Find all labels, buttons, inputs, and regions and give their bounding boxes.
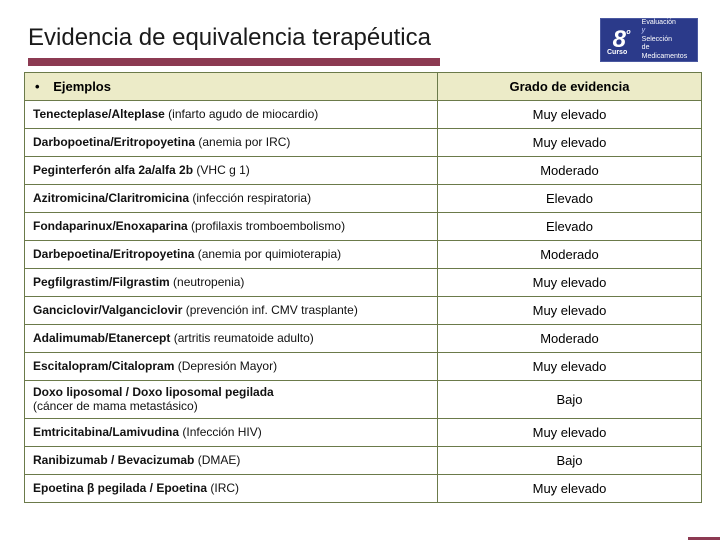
cell-description: Adalimumab/Etanercept (artritis reumatoi… bbox=[25, 325, 438, 353]
slide-title: Evidencia de equivalencia terapéutica bbox=[28, 18, 600, 52]
cell-description: Doxo liposomal / Doxo liposomal pegilada… bbox=[25, 381, 438, 419]
cell-description: Emtricitabina/Lamivudina (Infección HIV) bbox=[25, 418, 438, 446]
title-underline bbox=[28, 58, 440, 66]
cell-description: Darbopoetina/Eritropoyetina (anemia por … bbox=[25, 129, 438, 157]
cell-grade: Muy elevado bbox=[437, 269, 701, 297]
cell-grade: Elevado bbox=[437, 185, 701, 213]
table-body: Tenecteplase/Alteplase (infarto agudo de… bbox=[25, 101, 702, 503]
cell-grade: Moderado bbox=[437, 241, 701, 269]
table-row: Fondaparinux/Enoxaparina (profilaxis tro… bbox=[25, 213, 702, 241]
table-row: Ganciclovir/Valganciclovir (prevención i… bbox=[25, 297, 702, 325]
cell-grade: Muy elevado bbox=[437, 101, 701, 129]
cell-grade: Muy elevado bbox=[437, 129, 701, 157]
cell-grade: Muy elevado bbox=[437, 353, 701, 381]
table-row: Epoetina β pegilada / Epoetina (IRC)Muy … bbox=[25, 474, 702, 502]
cell-grade: Moderado bbox=[437, 325, 701, 353]
cell-grade: Bajo bbox=[437, 446, 701, 474]
cell-description: Fondaparinux/Enoxaparina (profilaxis tro… bbox=[25, 213, 438, 241]
cell-description: Azitromicina/Claritromicina (infección r… bbox=[25, 185, 438, 213]
cell-description: Escitalopram/Citalopram (Depresión Mayor… bbox=[25, 353, 438, 381]
table-row: Escitalopram/Citalopram (Depresión Mayor… bbox=[25, 353, 702, 381]
cell-description: Pegfilgrastim/Filgrastim (neutropenia) bbox=[25, 269, 438, 297]
table-row: Darbopoetina/Eritropoyetina (anemia por … bbox=[25, 129, 702, 157]
evidence-table: • Ejemplos Grado de evidencia Tenectepla… bbox=[24, 72, 702, 503]
content-area: • Ejemplos Grado de evidencia Tenectepla… bbox=[0, 62, 720, 503]
course-badge: 8º Curso Evaluación y Selección de Medic… bbox=[600, 18, 698, 62]
table-row: Azitromicina/Claritromicina (infección r… bbox=[25, 185, 702, 213]
cell-grade: Elevado bbox=[437, 213, 701, 241]
cell-description: Peginterferón alfa 2a/alfa 2b (VHC g 1) bbox=[25, 157, 438, 185]
slide-header: Evidencia de equivalencia terapéutica 8º… bbox=[0, 0, 720, 62]
table-row: Emtricitabina/Lamivudina (Infección HIV)… bbox=[25, 418, 702, 446]
table-header-row: • Ejemplos Grado de evidencia bbox=[25, 73, 702, 101]
table-row: Pegfilgrastim/Filgrastim (neutropenia)Mu… bbox=[25, 269, 702, 297]
table-row: Tenecteplase/Alteplase (infarto agudo de… bbox=[25, 101, 702, 129]
cell-grade: Muy elevado bbox=[437, 474, 701, 502]
cell-description: Epoetina β pegilada / Epoetina (IRC) bbox=[25, 474, 438, 502]
cell-grade: Muy elevado bbox=[437, 418, 701, 446]
cell-description: Tenecteplase/Alteplase (infarto agudo de… bbox=[25, 101, 438, 129]
badge-number: 8º Curso bbox=[603, 26, 640, 54]
col-header-grade: Grado de evidencia bbox=[437, 73, 701, 101]
col-header-examples: • Ejemplos bbox=[25, 73, 438, 101]
table-row: Ranibizumab / Bevacizumab (DMAE)Bajo bbox=[25, 446, 702, 474]
table-row: Doxo liposomal / Doxo liposomal pegilada… bbox=[25, 381, 702, 419]
cell-description: Darbepoetina/Eritropoyetina (anemia por … bbox=[25, 241, 438, 269]
table-row: Darbepoetina/Eritropoyetina (anemia por … bbox=[25, 241, 702, 269]
cell-grade: Bajo bbox=[437, 381, 701, 419]
table-row: Adalimumab/Etanercept (artritis reumatoi… bbox=[25, 325, 702, 353]
cell-description: Ganciclovir/Valganciclovir (prevención i… bbox=[25, 297, 438, 325]
cell-grade: Muy elevado bbox=[437, 297, 701, 325]
badge-text: Evaluación y Selección de Medicamentos bbox=[640, 19, 695, 61]
cell-description: Ranibizumab / Bevacizumab (DMAE) bbox=[25, 446, 438, 474]
table-row: Peginterferón alfa 2a/alfa 2b (VHC g 1)M… bbox=[25, 157, 702, 185]
cell-grade: Moderado bbox=[437, 157, 701, 185]
